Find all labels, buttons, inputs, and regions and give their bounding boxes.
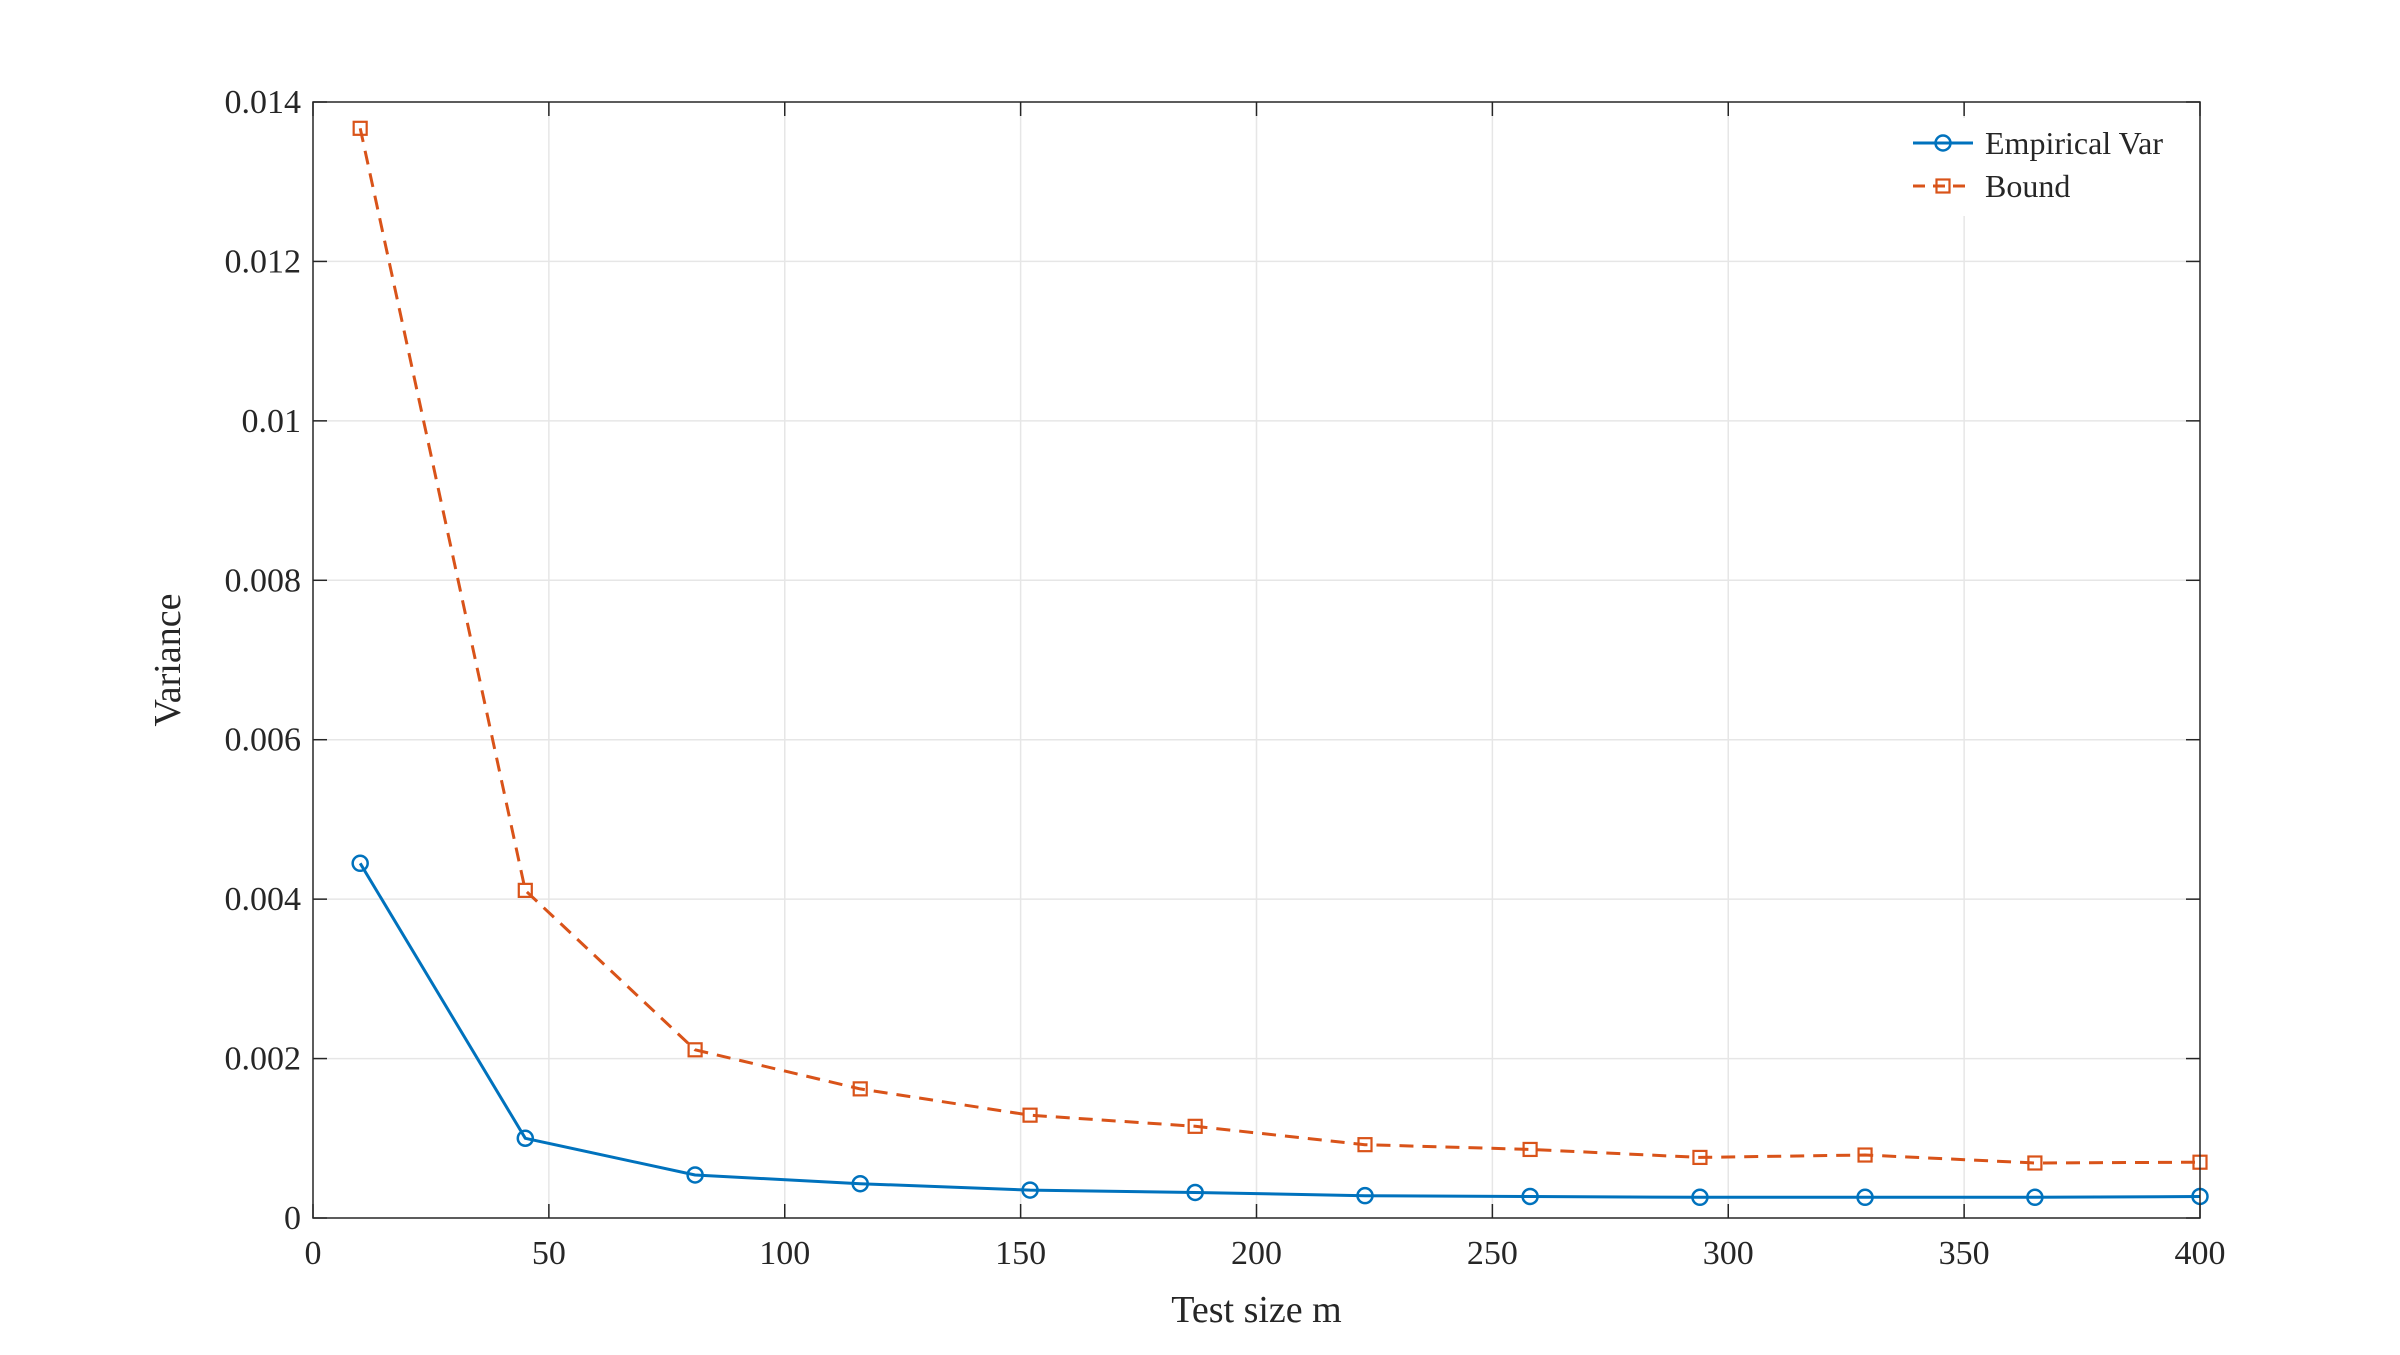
data-point [1356, 1186, 1374, 1205]
y-tick-label: 0.01 [242, 403, 302, 440]
x-tick-label: 50 [532, 1235, 566, 1272]
legend-marker [1935, 178, 1951, 194]
y-tick-label: 0.012 [225, 243, 302, 280]
y-tick-label: 0.014 [225, 84, 302, 121]
axis-ticks: 0 50 100 150 200 250 300 350 400 0 0.002 0.004 0.006… [225, 84, 2226, 1272]
legend-marker [1934, 134, 1952, 152]
data-point [1691, 1188, 1709, 1207]
data-point [1186, 1183, 1204, 1202]
data-point [351, 854, 369, 873]
y-tick-label: 0.008 [225, 562, 302, 599]
data-point [686, 1166, 704, 1184]
data-point [1692, 1149, 1708, 1166]
grid-lines [313, 102, 2200, 1218]
data-point [517, 882, 533, 898]
data-point [1021, 1181, 1039, 1199]
y-tick-label: 0 [284, 1200, 301, 1237]
series-line [358, 127, 2201, 1165]
data-point [1521, 1187, 1539, 1206]
x-tick-label: 300 [1703, 1235, 1754, 1272]
data-point [1357, 1137, 1373, 1153]
series-layer [351, 120, 2209, 1207]
x-tick-label: 100 [759, 1235, 810, 1272]
y-axis-label: Variance [147, 594, 189, 727]
x-tick-label: 200 [1231, 1235, 1282, 1272]
data-point [516, 1129, 535, 1148]
series-empirical-var [351, 854, 2209, 1207]
data-point [1856, 1188, 1874, 1207]
data-point [852, 1081, 868, 1097]
legend-box [1905, 118, 2187, 216]
x-tick-label: 400 [2175, 1235, 2226, 1272]
x-tick-label: 150 [995, 1235, 1046, 1272]
legend-item: Empirical Var [1913, 125, 2163, 161]
data-point [1022, 1107, 1038, 1123]
y-tick-label: 0.002 [225, 1041, 302, 1078]
legend-label: Bound [1985, 168, 2070, 204]
data-point [2026, 1188, 2044, 1207]
data-point [2027, 1155, 2043, 1171]
data-point [352, 120, 368, 136]
data-point [851, 1174, 869, 1193]
y-tick-label: 0.006 [225, 722, 302, 759]
x-tick-label: 350 [1939, 1235, 1990, 1272]
data-point [687, 1042, 703, 1058]
x-axis-label: Test size m [1171, 1289, 1341, 1331]
series-line [358, 862, 2201, 1199]
legend-label: Empirical Var [1985, 125, 2163, 161]
x-tick-label: 250 [1467, 1235, 1518, 1272]
legend-item: Bound [1913, 168, 2070, 204]
data-point [1187, 1118, 1203, 1134]
x-tick-label: 0 [305, 1235, 322, 1272]
y-tick-label: 0.004 [225, 881, 302, 918]
data-point [1522, 1141, 1538, 1158]
data-point [1857, 1147, 1873, 1163]
legend: Empirical Var Bound [1905, 118, 2187, 216]
series-bound [352, 120, 2208, 1171]
